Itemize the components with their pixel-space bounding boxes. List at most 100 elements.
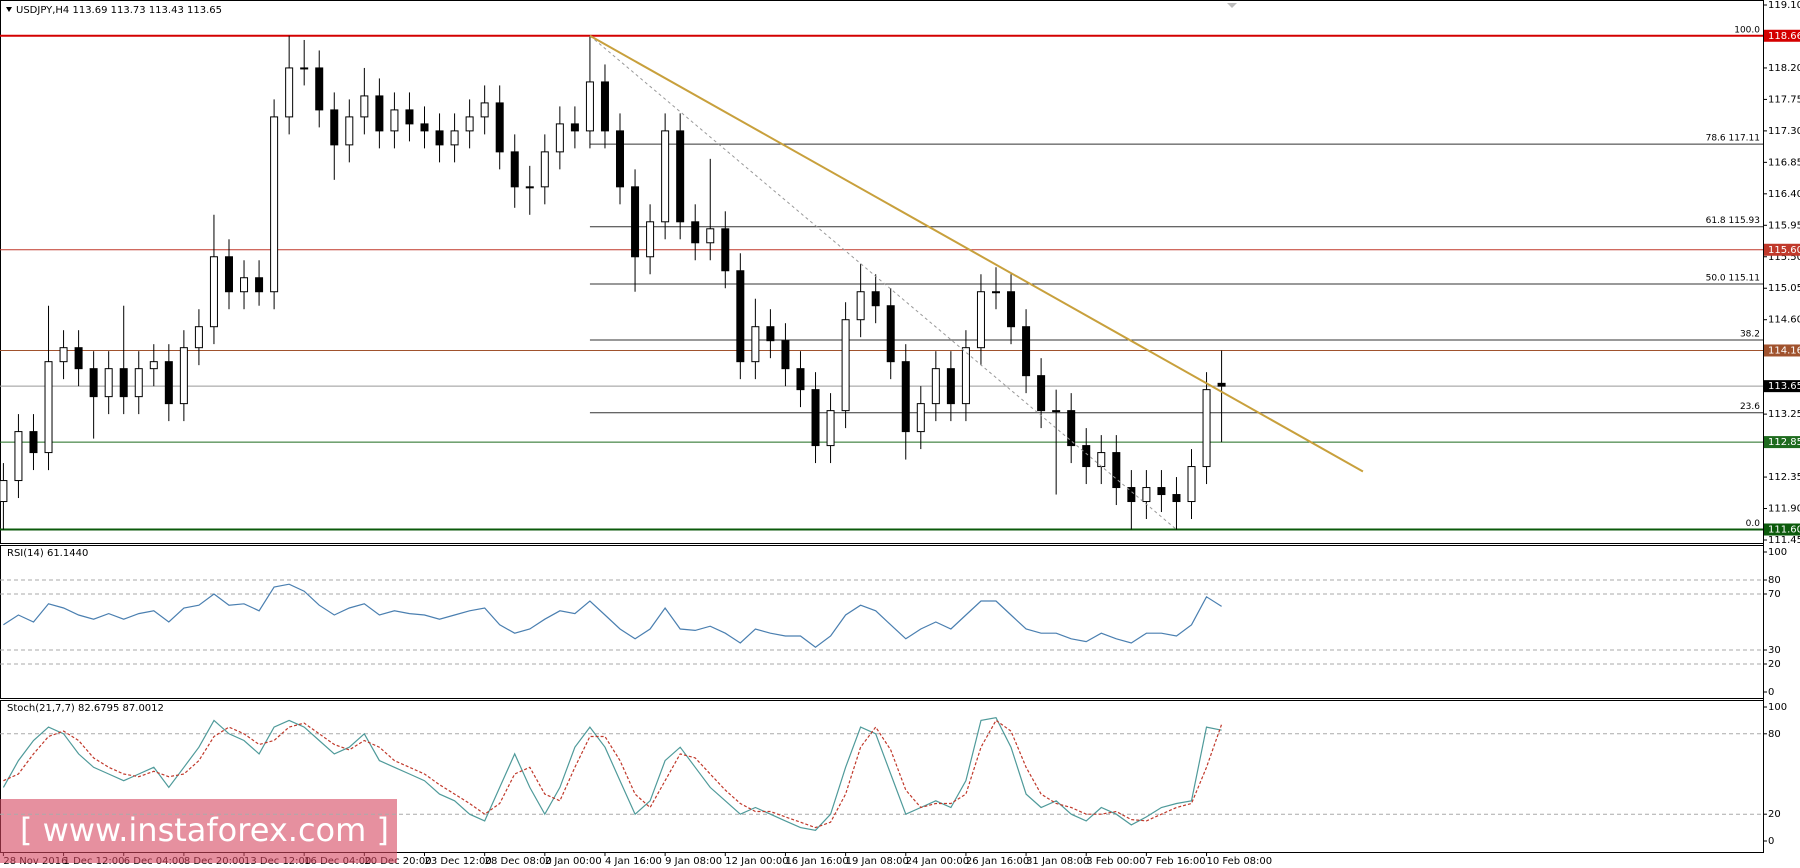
candle-body <box>1067 410 1076 447</box>
y-tick-label: 113.25 <box>1768 409 1800 420</box>
fib-label: 78.6 117.11 <box>1706 134 1760 144</box>
y-tick-label: 116.40 <box>1768 189 1800 200</box>
rsi-title: RSI(14) 61.1440 <box>7 548 88 559</box>
candle-body <box>1007 291 1016 328</box>
fib-label: 100.0 <box>1734 25 1760 35</box>
y-tick-label: 115.05 <box>1768 283 1800 294</box>
x-tick-label: 12 Jan 00:00 <box>725 856 788 867</box>
candle-body <box>149 361 158 370</box>
candle-body <box>495 102 504 153</box>
y-tick-label: 20 <box>1768 659 1781 670</box>
candle-body <box>360 95 369 118</box>
candle-body <box>871 291 880 307</box>
candle-body <box>255 277 264 293</box>
fib-label: 23.6 <box>1740 402 1760 412</box>
candle-body <box>600 81 609 132</box>
candle-body <box>345 116 354 146</box>
y-tick-label: 117.75 <box>1768 94 1800 105</box>
candle-body <box>435 130 444 146</box>
candle-body <box>510 151 519 188</box>
candle-body <box>540 151 549 188</box>
price-badge <box>1764 29 1800 42</box>
candle-body <box>856 291 865 321</box>
candle-body <box>315 67 324 111</box>
y-tick-label: 100 <box>1768 547 1787 558</box>
x-tick-label: 9 Jan 08:00 <box>665 856 722 867</box>
candle-body <box>375 95 384 132</box>
x-tick-label: 4 Jan 16:00 <box>605 856 662 867</box>
y-tick-label: 111.90 <box>1768 504 1800 515</box>
candle-body <box>1082 445 1091 468</box>
x-tick-label: 10 Feb 08:00 <box>1207 856 1273 867</box>
price-badge <box>1764 436 1800 449</box>
candle-body <box>826 410 835 447</box>
x-tick-label: 28 Dec 08:00 <box>485 856 552 867</box>
price-badge-label: 114.16 <box>1768 345 1800 356</box>
candle-body <box>570 123 579 132</box>
candle-body <box>480 102 489 118</box>
y-tick-label: 114.60 <box>1768 315 1800 326</box>
candle-body <box>209 256 218 328</box>
y-tick-label: 117.30 <box>1768 126 1800 137</box>
candle-body <box>1022 326 1031 377</box>
price-badge <box>1764 523 1800 536</box>
candle-body <box>1217 382 1226 387</box>
candle-body <box>706 228 715 244</box>
candle-body <box>330 109 339 146</box>
price-badge <box>1764 243 1800 256</box>
price-badge-label: 118.66 <box>1768 31 1800 42</box>
candle-body <box>781 340 790 370</box>
candle-body <box>89 368 98 398</box>
y-tick-label: 0 <box>1768 836 1774 847</box>
candle-body <box>555 123 564 153</box>
y-tick-label: 100 <box>1768 702 1787 713</box>
y-tick-label: 115.50 <box>1768 252 1800 263</box>
y-tick-label: 115.95 <box>1768 220 1800 231</box>
y-tick-label: 116.85 <box>1768 157 1800 168</box>
y-tick-label: 111.45 <box>1768 535 1800 546</box>
menu-arrow[interactable] <box>6 7 12 12</box>
x-tick-label: 16 Jan 16:00 <box>785 856 848 867</box>
candle-body <box>74 347 83 370</box>
candle-body <box>134 368 143 398</box>
candle-body <box>29 431 38 454</box>
x-tick-label: 2 Jan 00:00 <box>545 856 602 867</box>
candle-body <box>691 221 700 244</box>
candle-body <box>616 130 625 188</box>
candle-body <box>736 270 745 363</box>
fib-label: 61.8 115.93 <box>1706 216 1760 226</box>
y-tick-label: 80 <box>1768 729 1781 740</box>
candle-body <box>766 326 775 342</box>
y-tick-label: 70 <box>1768 589 1781 600</box>
candle-body <box>796 368 805 391</box>
y-tick-label: 80 <box>1768 575 1781 586</box>
candle-body <box>646 221 655 258</box>
candle-body <box>811 389 820 447</box>
candle-body <box>1097 452 1106 468</box>
candle-body <box>465 116 474 132</box>
shift-marker <box>1227 3 1237 8</box>
candle-body <box>270 116 279 293</box>
x-tick-label: 24 Jan 00:00 <box>906 856 969 867</box>
candle-body <box>0 480 8 503</box>
price-badge <box>1764 380 1800 393</box>
candle-body <box>525 186 534 189</box>
candle-body <box>194 326 203 349</box>
price-badge-label: 113.65 <box>1768 381 1800 392</box>
candle-body <box>976 291 985 349</box>
main-title: USDJPY,H4 113.69 113.73 113.43 113.65 <box>16 5 222 16</box>
candle-body <box>240 277 249 293</box>
candle-body <box>751 326 760 363</box>
y-tick-label: 118.20 <box>1768 63 1800 74</box>
candle-body <box>585 81 594 132</box>
candle-body <box>1052 410 1061 413</box>
stoch-title: Stoch(21,7,7) 82.6795 87.0012 <box>7 703 164 714</box>
indicator-line <box>3 583 1222 648</box>
candle-body <box>390 109 399 132</box>
candle-body <box>285 67 294 118</box>
candle-body <box>119 368 128 398</box>
candle-body <box>901 361 910 433</box>
fib-label: 38.2 <box>1740 329 1760 339</box>
indicator-line <box>3 719 1223 829</box>
y-tick-label: 30 <box>1768 645 1781 656</box>
